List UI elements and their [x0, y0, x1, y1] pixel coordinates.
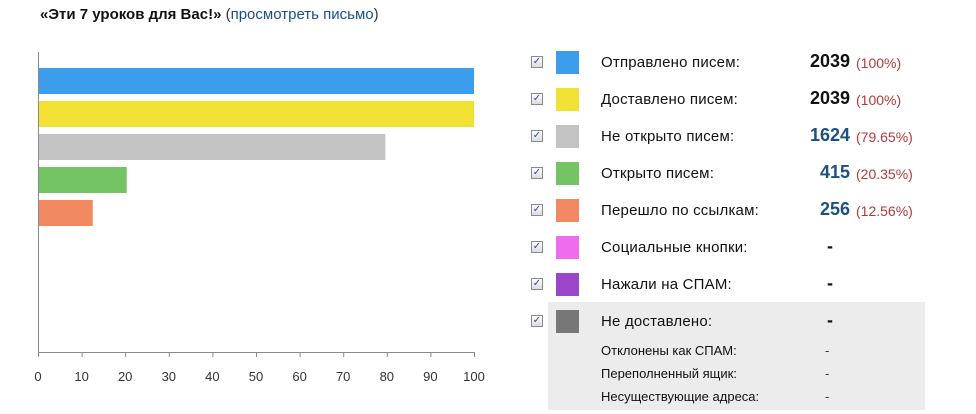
social-checkbox[interactable]: ✓ [531, 241, 543, 253]
legend-row-delivered: ✓ Доставлено писем: 2039 (100%) [528, 81, 928, 118]
delivered-checkbox[interactable]: ✓ [531, 93, 543, 105]
campaign-title: «Эти 7 уроков для Вас!» [40, 6, 222, 23]
social-value: - [827, 236, 833, 256]
sent-percent: (100%) [856, 55, 902, 71]
delivered-label: Доставлено писем: [601, 91, 738, 108]
social-color-swatch [556, 236, 579, 259]
not-delivered-checkbox[interactable]: ✓ [531, 315, 543, 327]
spam-color-swatch [556, 273, 579, 296]
rejected-spam-value: - [825, 343, 830, 358]
legend-row-opened: ✓ Открыто писем: 415 (20.35%) [528, 155, 928, 192]
sent-label: Отправлено писем: [601, 54, 741, 71]
not-opened-count[interactable]: 1624 [809, 125, 850, 145]
not-opened-percent: (79.65%) [856, 129, 913, 145]
legend-row-not-opened: ✓ Не открыто писем: 1624 (79.65%) [528, 118, 928, 155]
view-letter-link[interactable]: просмотреть письмо [230, 6, 374, 23]
nonexistent-address-value: - [825, 389, 830, 404]
social-label: Социальные кнопки: [601, 239, 748, 256]
spam-label: Нажали на СПАМ: [601, 276, 732, 293]
x-tick-label-80: 80 [380, 369, 394, 384]
sent-checkbox[interactable]: ✓ [531, 56, 543, 68]
nonexistent-address-label: Несуществующие адреса: [601, 389, 760, 404]
x-tick-label-90: 90 [423, 369, 437, 384]
x-tick-label-100: 100 [463, 369, 485, 384]
opened-color-swatch [556, 162, 579, 185]
not-delivered-label: Не доставлено: [601, 313, 713, 330]
campaign-header: «Эти 7 уроков для Вас!» (просмотреть пис… [40, 6, 379, 23]
legend-row-not-delivered: ✓ Не доставлено: - [528, 303, 928, 340]
bar-4 [38, 200, 93, 226]
not-delivered-color-swatch [556, 310, 579, 333]
x-tick-label-60: 60 [292, 369, 306, 384]
legend-row-social: ✓ Социальные кнопки: - [528, 229, 928, 266]
bar-2 [38, 134, 386, 160]
clicked-checkbox[interactable]: ✓ [531, 204, 543, 216]
x-tick-label-0: 0 [34, 369, 41, 384]
rejected-spam-label: Отклонены как СПАМ: [601, 343, 737, 358]
stats-bar-chart: 0 10 20 30 40 50 60 70 80 90 100 [34, 52, 485, 384]
sent-color-swatch [556, 51, 579, 74]
not-opened-label: Не открыто писем: [601, 128, 735, 145]
x-tick-label-40: 40 [205, 369, 219, 384]
clicked-count[interactable]: 256 [819, 199, 850, 219]
legend-row-spam: ✓ Нажали на СПАМ: - [528, 266, 928, 303]
spam-value: - [827, 273, 833, 293]
spam-checkbox[interactable]: ✓ [531, 278, 543, 290]
opened-label: Открыто писем: [601, 165, 715, 182]
opened-count[interactable]: 415 [819, 162, 850, 182]
x-tick-label-30: 30 [162, 369, 176, 384]
sent-count: 2039 [809, 51, 850, 71]
bar-1 [38, 101, 474, 127]
opened-percent: (20.35%) [856, 166, 913, 182]
legend-row-sent: ✓ Отправлено писем: 2039 (100%) [528, 44, 928, 81]
legend-row-clicked: ✓ Перешло по ссылкам: 256 (12.56%) [528, 192, 928, 229]
clicked-label: Перешло по ссылкам: [601, 202, 759, 219]
mailbox-full-value: - [825, 366, 830, 381]
x-tick-label-10: 10 [74, 369, 88, 384]
not-delivered-value: - [827, 310, 833, 330]
x-tick-label-50: 50 [249, 369, 263, 384]
delivered-count: 2039 [809, 88, 850, 108]
x-tick-label-20: 20 [118, 369, 132, 384]
opened-checkbox[interactable]: ✓ [531, 167, 543, 179]
clicked-percent: (12.56%) [856, 203, 913, 219]
mailbox-full-label: Переполненный ящик: [601, 366, 737, 381]
clicked-color-swatch [556, 199, 579, 222]
not-opened-checkbox[interactable]: ✓ [531, 130, 543, 142]
bar-3 [38, 167, 127, 193]
open-paren: ( [225, 6, 231, 23]
not-delivered-panel [548, 302, 925, 410]
not-opened-color-swatch [556, 125, 579, 148]
close-paren: ) [373, 6, 379, 23]
delivered-percent: (100%) [856, 92, 902, 108]
delivered-color-swatch [556, 88, 579, 111]
bar-0 [38, 68, 474, 94]
x-tick-label-70: 70 [336, 369, 350, 384]
